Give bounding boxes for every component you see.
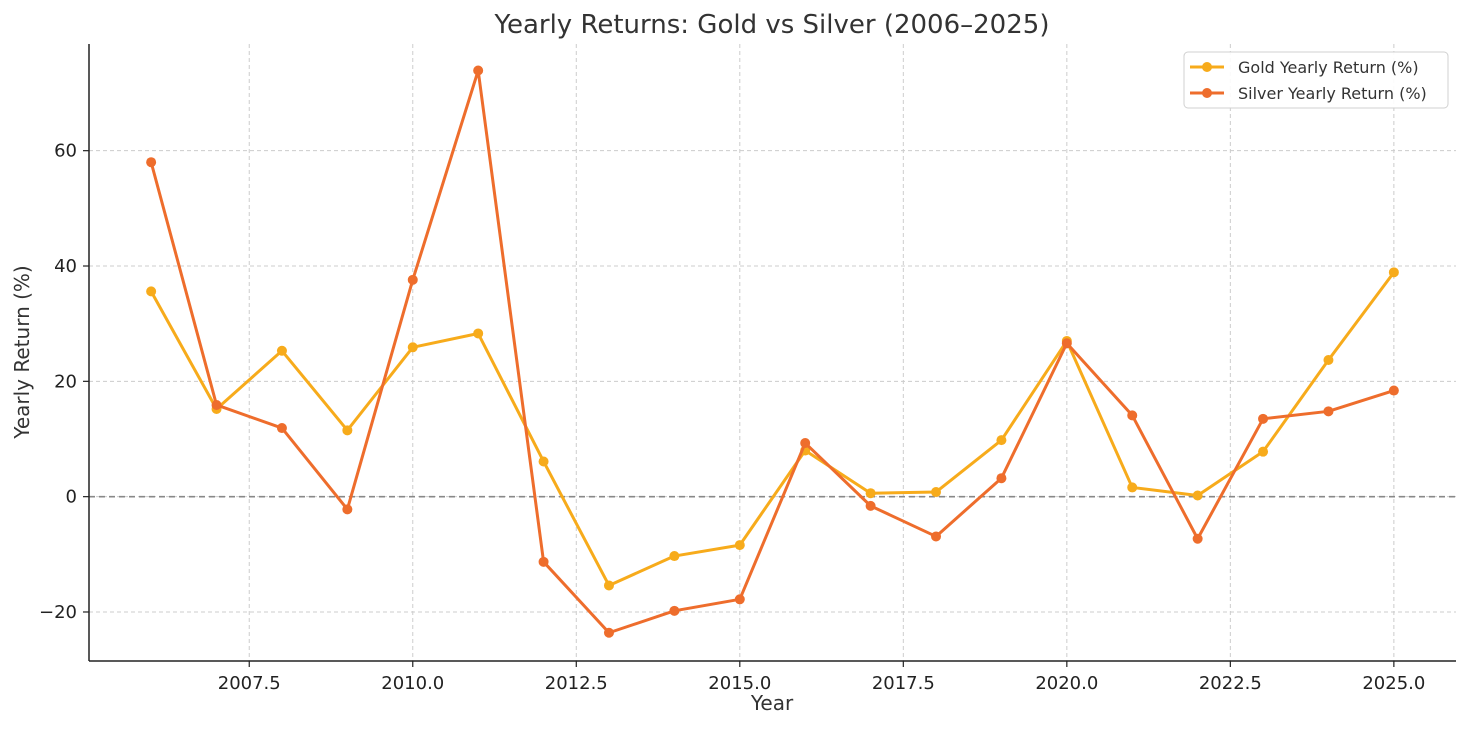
data-point-silver-yearly-return xyxy=(800,438,811,449)
y-tick-label: 20 xyxy=(54,371,77,392)
data-point-silver-yearly-return xyxy=(146,157,157,168)
data-point-gold-yearly-return xyxy=(669,551,680,562)
x-axis-label: Year xyxy=(750,691,794,715)
legend-marker-swatch xyxy=(1202,62,1212,72)
data-point-silver-yearly-return xyxy=(1127,410,1138,421)
grid-layer xyxy=(89,44,1456,661)
data-point-gold-yearly-return xyxy=(1388,267,1399,278)
data-point-silver-yearly-return xyxy=(342,504,353,515)
data-point-silver-yearly-return xyxy=(407,274,418,285)
data-point-gold-yearly-return xyxy=(1258,446,1269,457)
ticks-layer: 2007.5 2010.0 2012.5 2015.0 2017.5 2020.0 2022… xyxy=(39,141,1425,694)
data-point-silver-yearly-return xyxy=(865,500,876,511)
data-point-gold-yearly-return xyxy=(342,425,353,436)
data-point-gold-yearly-return xyxy=(473,328,484,339)
series-line-gold-yearly-return xyxy=(149,270,1396,587)
legend-label: Gold Yearly Return (%) xyxy=(1238,58,1419,77)
data-point-silver-yearly-return xyxy=(1323,406,1334,417)
data-point-gold-yearly-return xyxy=(146,286,157,297)
data-point-gold-yearly-return xyxy=(538,456,549,467)
data-point-silver-yearly-return xyxy=(931,531,942,542)
x-tick-label: 2012.5 xyxy=(545,673,608,694)
y-tick-label: 40 xyxy=(54,256,77,277)
legend: Gold Yearly Return (%) Silver Yearly Retu… xyxy=(1183,51,1449,109)
x-tick-label: 2025.0 xyxy=(1362,673,1425,694)
data-point-gold-yearly-return xyxy=(734,540,745,551)
y-tick-label: 60 xyxy=(54,141,77,162)
x-tick-label: 2017.5 xyxy=(872,673,935,694)
data-point-gold-yearly-return xyxy=(1192,490,1203,501)
data-point-silver-yearly-return xyxy=(211,399,222,410)
series-line-silver-yearly-return xyxy=(149,69,1396,635)
data-point-silver-yearly-return xyxy=(996,473,1007,484)
data-point-gold-yearly-return xyxy=(1127,482,1138,493)
legend-entry-silver-yearly-return: Silver Yearly Return (%) xyxy=(1190,84,1427,103)
x-tick-label: 2007.5 xyxy=(218,673,281,694)
data-point-silver-yearly-return xyxy=(669,605,680,616)
data-point-silver-yearly-return xyxy=(1388,385,1399,396)
data-point-silver-yearly-return xyxy=(473,65,484,76)
legend-label: Silver Yearly Return (%) xyxy=(1238,84,1427,103)
data-point-gold-yearly-return xyxy=(996,435,1007,446)
data-point-gold-yearly-return xyxy=(865,488,876,499)
legend-box xyxy=(1183,51,1449,109)
data-point-silver-yearly-return xyxy=(603,627,614,638)
data-point-silver-yearly-return xyxy=(734,594,745,605)
axes-layer xyxy=(88,44,1456,662)
series-gold-yearly-return xyxy=(146,267,1399,591)
data-point-gold-yearly-return xyxy=(407,342,418,353)
y-tick-label: −20 xyxy=(39,602,77,623)
x-tick-label: 2010.0 xyxy=(381,673,444,694)
data-point-silver-yearly-return xyxy=(276,423,287,434)
data-point-silver-yearly-return xyxy=(1061,338,1072,349)
data-point-gold-yearly-return xyxy=(276,345,287,356)
legend-entry-gold-yearly-return: Gold Yearly Return (%) xyxy=(1190,58,1419,77)
series-silver-yearly-return xyxy=(146,65,1399,638)
y-axis-label: Yearly Return (%) xyxy=(10,265,34,439)
data-point-silver-yearly-return xyxy=(538,556,549,567)
x-tick-label: 2015.0 xyxy=(708,673,771,694)
chart-title: Yearly Returns: Gold vs Silver (2006–202… xyxy=(494,10,1050,40)
x-tick-label: 2020.0 xyxy=(1035,673,1098,694)
x-tick-label: 2022.5 xyxy=(1199,673,1262,694)
data-point-gold-yearly-return xyxy=(1323,354,1334,365)
legend-marker-swatch xyxy=(1202,88,1212,98)
y-tick-label: 0 xyxy=(66,487,77,508)
data-point-silver-yearly-return xyxy=(1258,413,1269,424)
data-point-gold-yearly-return xyxy=(931,487,942,498)
data-point-silver-yearly-return xyxy=(1192,533,1203,544)
data-point-gold-yearly-return xyxy=(603,580,614,591)
series-layer xyxy=(146,65,1399,638)
